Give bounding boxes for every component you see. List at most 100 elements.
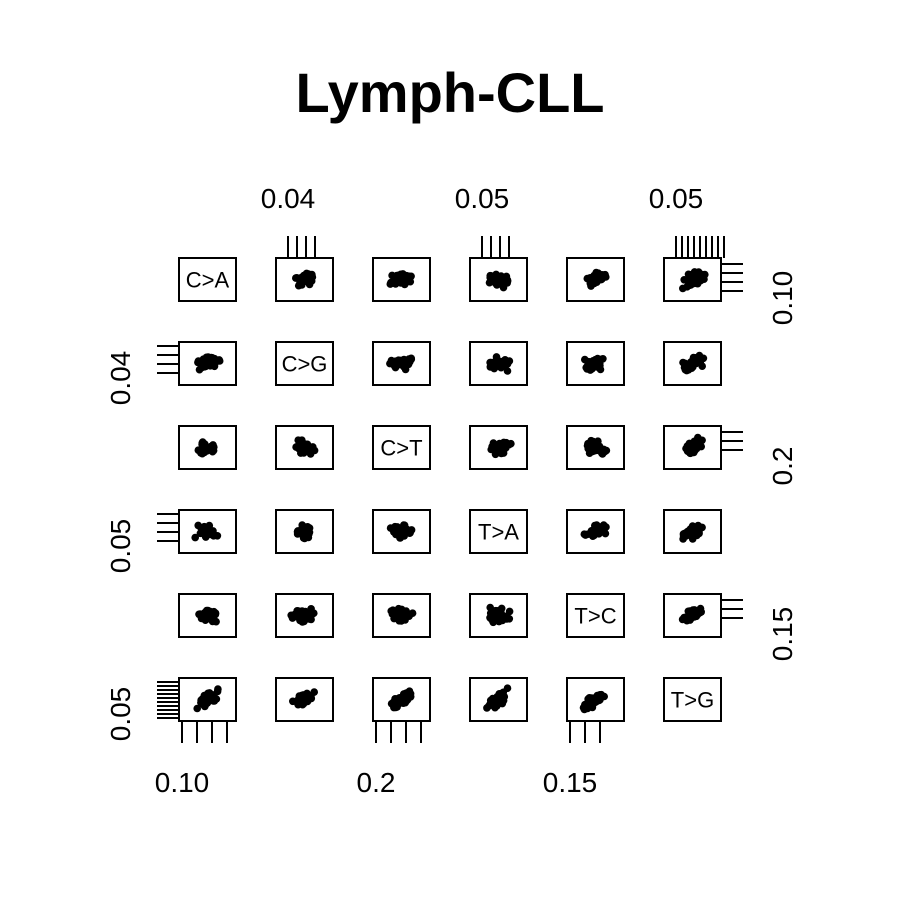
panel-5-5: T>G [663, 677, 722, 722]
data-point [584, 695, 592, 703]
data-point [597, 275, 605, 284]
data-point [585, 449, 594, 458]
panel-5-3 [469, 677, 528, 722]
right-axis-ticks [721, 431, 743, 451]
panel-frame [275, 509, 334, 554]
data-point [395, 360, 403, 368]
panel-frame [469, 341, 528, 386]
panel-0-3 [469, 257, 528, 302]
data-point [288, 614, 297, 622]
panel-0-0: C>A [178, 257, 237, 302]
panel-2-5 [663, 425, 722, 470]
top-tick-label: 0.05 [455, 183, 510, 214]
data-point [505, 607, 514, 616]
panel-frame [663, 509, 722, 554]
panel-0-2 [372, 257, 431, 302]
data-point [483, 704, 491, 712]
bottom-axis-ticks [375, 721, 422, 743]
data-point [201, 444, 209, 452]
panel-0-5 [663, 257, 722, 302]
panel-4-4: T>C [566, 593, 625, 638]
panel-frame [178, 677, 237, 722]
data-point [498, 616, 507, 625]
data-point [402, 528, 411, 536]
right-axis-ticks [721, 263, 743, 292]
panel-frame [469, 677, 528, 722]
data-point [206, 612, 215, 621]
right-tick-label: 0.2 [767, 447, 798, 486]
data-point [684, 607, 693, 616]
data-point [305, 530, 313, 538]
panel-frame [275, 593, 334, 638]
data-point [593, 354, 602, 363]
data-point [687, 531, 695, 539]
data-point [498, 692, 507, 701]
panel-5-2 [372, 677, 431, 722]
panel-frame [566, 257, 625, 302]
left-axis-ticks [157, 345, 179, 374]
data-point [299, 698, 308, 706]
variable-label: C>G [282, 352, 328, 377]
data-point [299, 534, 308, 542]
data-point [305, 608, 314, 617]
panel-frame [469, 257, 528, 302]
data-point [393, 703, 401, 711]
bottom-tick-label: 0.15 [543, 767, 598, 798]
data-point [490, 445, 498, 454]
data-point [194, 358, 202, 367]
data-point [307, 445, 316, 454]
variable-label: C>A [186, 268, 230, 293]
variable-label: C>T [380, 436, 422, 461]
panel-2-4 [566, 425, 625, 470]
data-point [298, 526, 306, 535]
panel-frame [372, 425, 431, 470]
data-point [493, 276, 502, 285]
data-point [490, 698, 498, 707]
panel-3-3: T>A [469, 509, 528, 554]
panel-0-1 [275, 257, 334, 302]
data-point [193, 704, 201, 713]
panel-frame [178, 257, 237, 302]
data-point [298, 611, 306, 620]
variable-label: T>G [671, 688, 714, 713]
panel-frame [469, 425, 528, 470]
data-point [581, 700, 589, 709]
left-axis-ticks [157, 513, 179, 542]
data-point [503, 367, 512, 375]
data-point [587, 282, 595, 290]
data-point [399, 272, 407, 280]
variable-label: T>C [574, 604, 616, 629]
data-point [694, 433, 702, 442]
panel-frame [663, 593, 722, 638]
top-tick-label: 0.04 [261, 183, 316, 214]
panel-frame [275, 425, 334, 470]
top-axis-ticks [481, 236, 510, 258]
data-point [691, 358, 699, 366]
data-point [198, 697, 206, 705]
panel-4-1 [275, 593, 334, 638]
data-point [400, 614, 409, 622]
panel-frame [566, 593, 625, 638]
panel-4-2 [372, 593, 431, 638]
chart-title: Lymph-CLL [296, 61, 605, 124]
data-point [592, 441, 601, 449]
data-point [394, 527, 403, 535]
data-point [200, 361, 208, 369]
data-point [299, 440, 307, 448]
top-axis-ticks [675, 236, 725, 258]
panel-frame [372, 677, 431, 722]
data-point [392, 608, 401, 616]
data-point [402, 278, 411, 287]
panel-1-5 [663, 341, 722, 386]
panel-4-0 [178, 593, 237, 638]
panel-frame [566, 677, 625, 722]
panel-4-5 [663, 593, 722, 638]
panel-frame [566, 509, 625, 554]
data-point [494, 360, 503, 369]
panel-3-2 [372, 509, 431, 554]
panel-frame [469, 509, 528, 554]
data-point [597, 690, 606, 699]
data-point [686, 615, 695, 623]
left-tick-label: 0.05 [105, 687, 136, 742]
right-tick-label: 0.10 [767, 271, 798, 326]
